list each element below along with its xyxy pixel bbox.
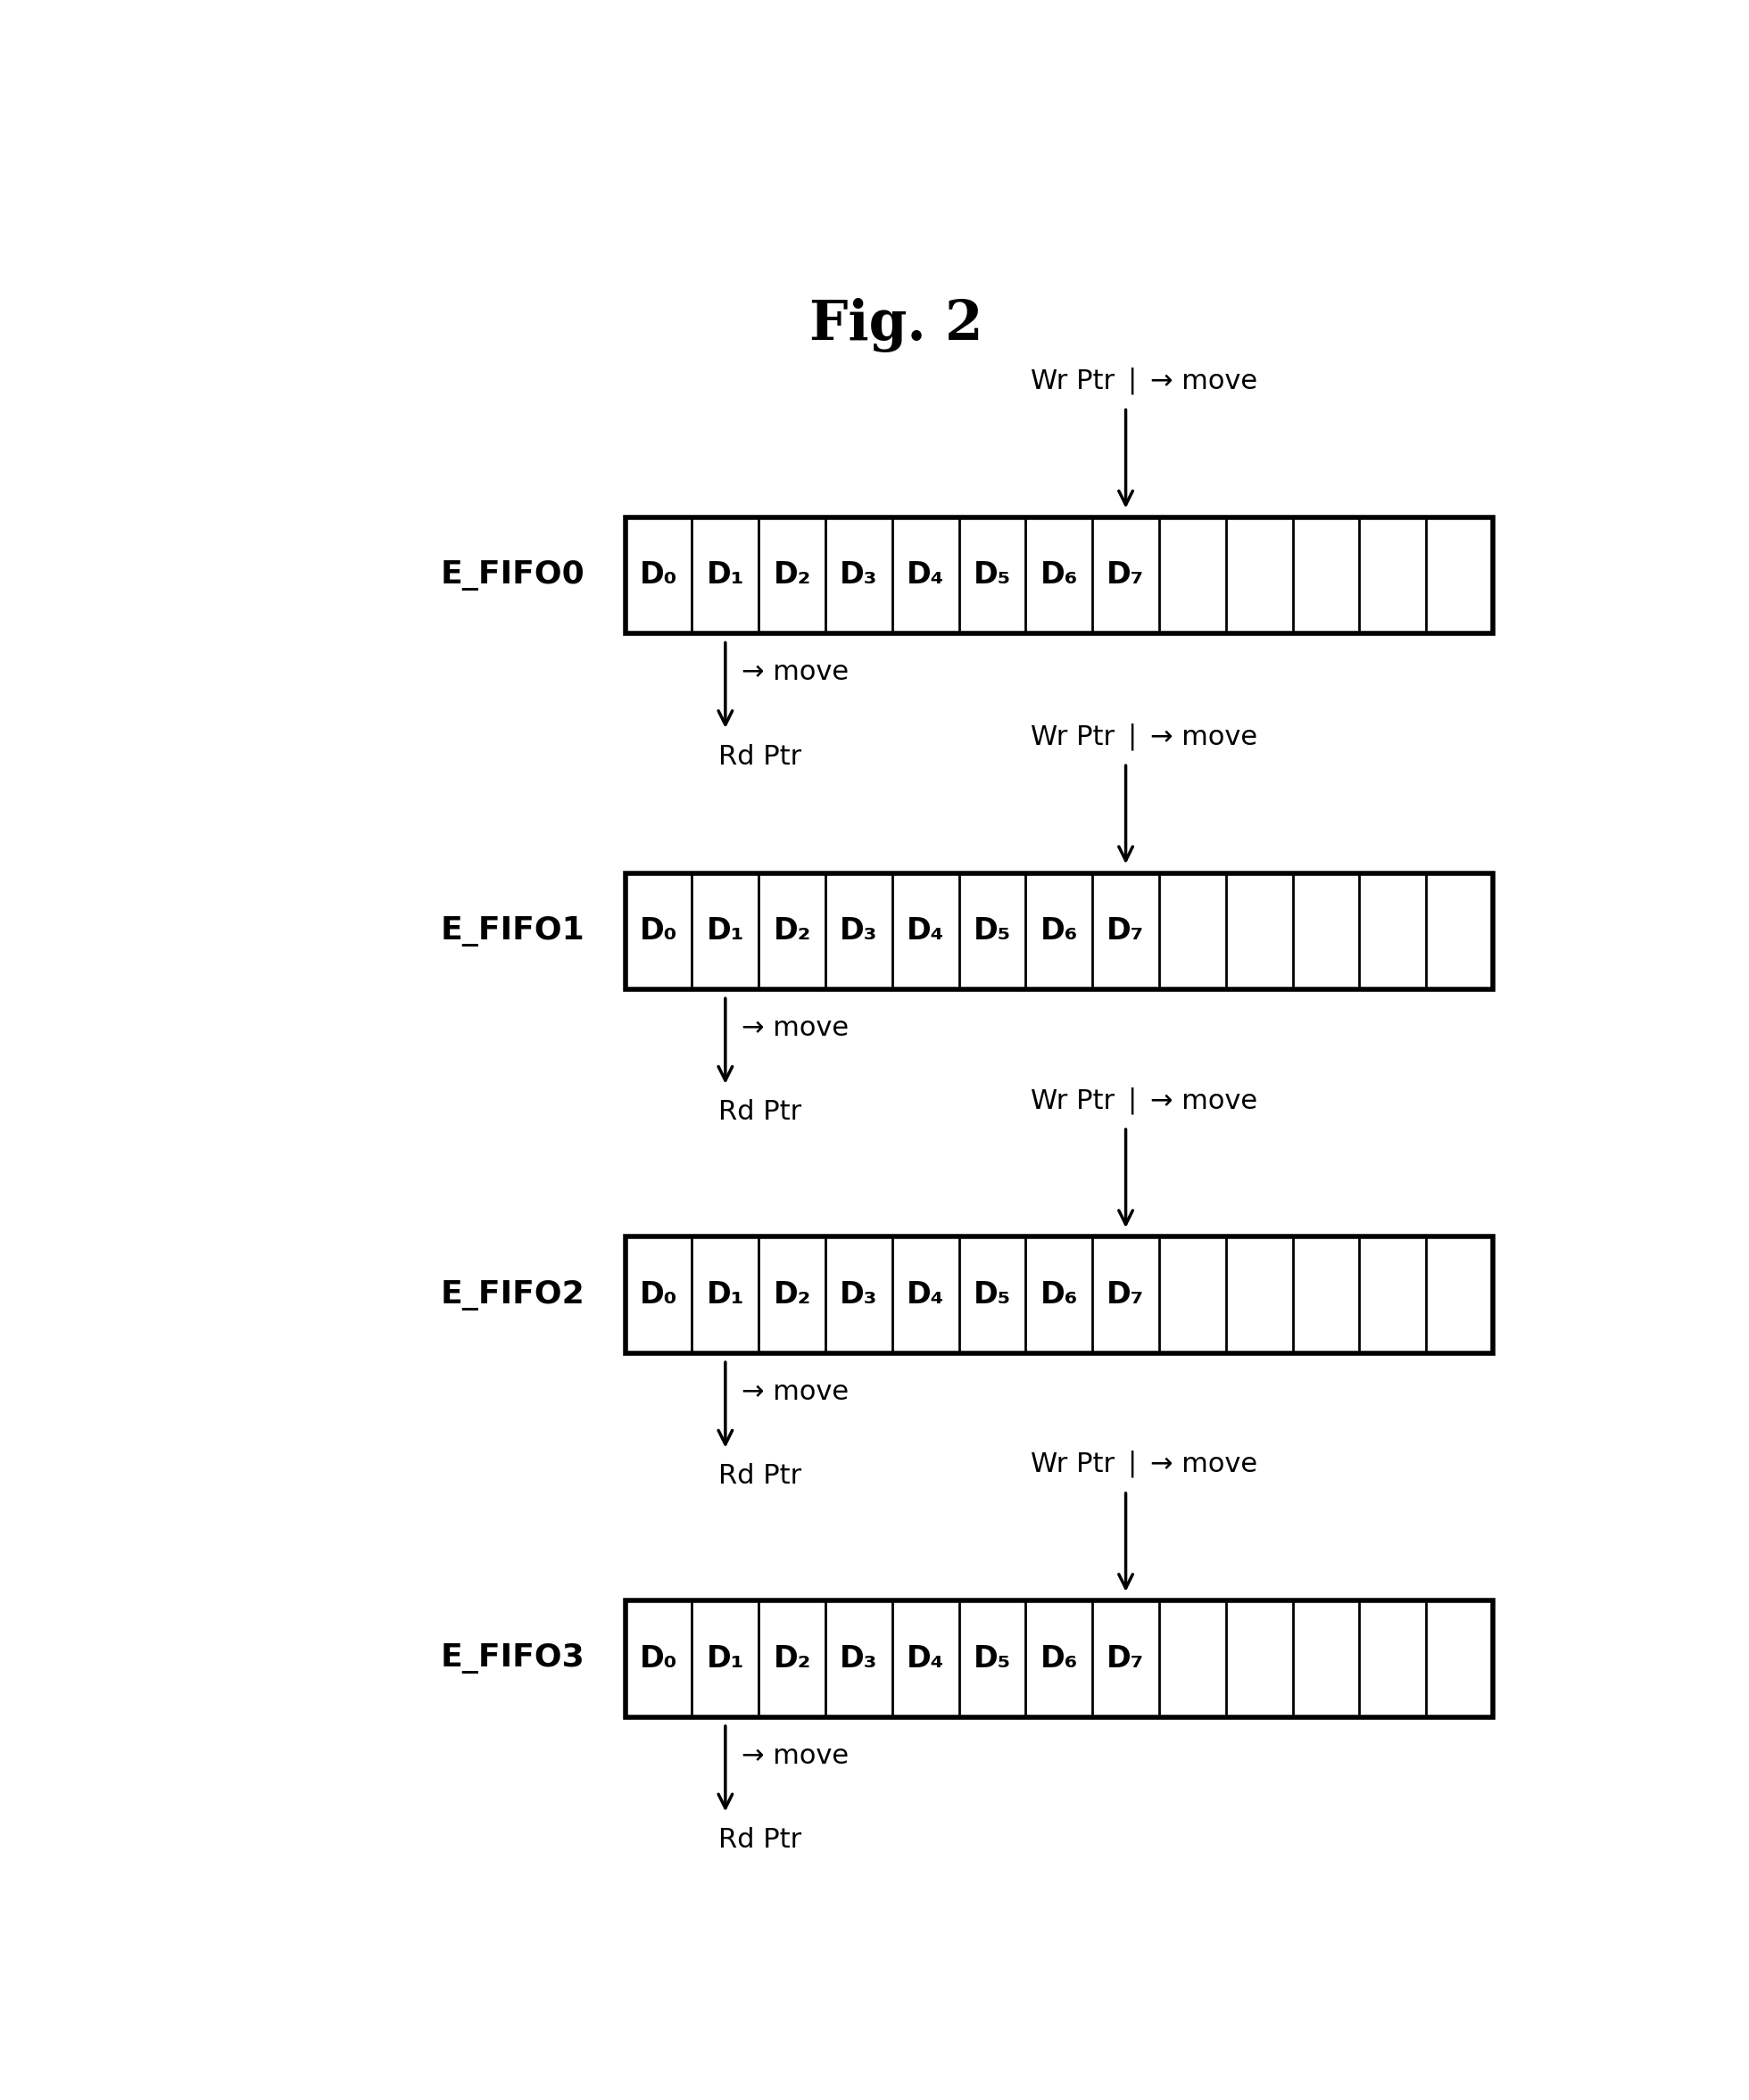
- Text: Fig. 2: Fig. 2: [810, 298, 983, 353]
- Text: D₅: D₅: [974, 1644, 1011, 1674]
- Text: D₂: D₂: [773, 561, 812, 590]
- Text: D₅: D₅: [974, 1281, 1011, 1310]
- Bar: [626, 517, 1492, 634]
- Text: → move: → move: [742, 1014, 848, 1042]
- Text: E_FIFO2: E_FIFO2: [441, 1279, 584, 1310]
- Text: Rd Ptr: Rd Ptr: [719, 743, 801, 769]
- Bar: [626, 1600, 1492, 1718]
- Text: |: |: [1126, 368, 1137, 395]
- Text: E_FIFO0: E_FIFO0: [441, 561, 584, 590]
- Text: D₁: D₁: [707, 561, 745, 590]
- Text: → move: → move: [1151, 1088, 1258, 1113]
- Text: D₀: D₀: [640, 916, 677, 945]
- Text: D₁: D₁: [707, 1644, 745, 1674]
- Text: → move: → move: [1151, 368, 1258, 395]
- Text: D₇: D₇: [1107, 1281, 1144, 1310]
- Text: Rd Ptr: Rd Ptr: [719, 1464, 801, 1489]
- Text: Wr Ptr: Wr Ptr: [1030, 724, 1114, 750]
- Text: D₀: D₀: [640, 1644, 677, 1674]
- Text: D₅: D₅: [974, 561, 1011, 590]
- Text: Wr Ptr: Wr Ptr: [1030, 1088, 1114, 1113]
- Text: |: |: [1126, 1086, 1137, 1113]
- Text: D₀: D₀: [640, 561, 677, 590]
- Text: → move: → move: [742, 1743, 848, 1768]
- Text: D₆: D₆: [1041, 1281, 1077, 1310]
- Text: E_FIFO1: E_FIFO1: [441, 916, 584, 947]
- Text: D₇: D₇: [1107, 1644, 1144, 1674]
- Text: Rd Ptr: Rd Ptr: [719, 1827, 801, 1852]
- Text: Wr Ptr: Wr Ptr: [1030, 368, 1114, 395]
- Text: D₃: D₃: [840, 1281, 878, 1310]
- Text: D₆: D₆: [1041, 916, 1077, 945]
- Text: D₃: D₃: [840, 916, 878, 945]
- Text: Rd Ptr: Rd Ptr: [719, 1098, 801, 1126]
- Bar: [626, 1237, 1492, 1352]
- Text: D₇: D₇: [1107, 561, 1144, 590]
- Text: D₃: D₃: [840, 561, 878, 590]
- Text: D₃: D₃: [840, 1644, 878, 1674]
- Text: D₆: D₆: [1041, 1644, 1077, 1674]
- Text: D₇: D₇: [1107, 916, 1144, 945]
- Text: |: |: [1126, 1451, 1137, 1478]
- Text: D₂: D₂: [773, 1281, 812, 1310]
- Text: D₅: D₅: [974, 916, 1011, 945]
- Text: Wr Ptr: Wr Ptr: [1030, 1451, 1114, 1478]
- Text: D₀: D₀: [640, 1281, 677, 1310]
- Text: D₂: D₂: [773, 1644, 812, 1674]
- Bar: [626, 874, 1492, 989]
- Text: → move: → move: [742, 659, 848, 685]
- Text: → move: → move: [1151, 724, 1258, 750]
- Text: → move: → move: [742, 1380, 848, 1405]
- Text: D₄: D₄: [906, 561, 944, 590]
- Text: D₄: D₄: [906, 1644, 944, 1674]
- Text: D₁: D₁: [707, 1281, 745, 1310]
- Text: D₂: D₂: [773, 916, 812, 945]
- Text: D₄: D₄: [906, 1281, 944, 1310]
- Text: D₁: D₁: [707, 916, 745, 945]
- Text: D₆: D₆: [1041, 561, 1077, 590]
- Text: D₄: D₄: [906, 916, 944, 945]
- Text: |: |: [1126, 722, 1137, 750]
- Text: → move: → move: [1151, 1451, 1258, 1478]
- Text: E_FIFO3: E_FIFO3: [441, 1644, 584, 1674]
